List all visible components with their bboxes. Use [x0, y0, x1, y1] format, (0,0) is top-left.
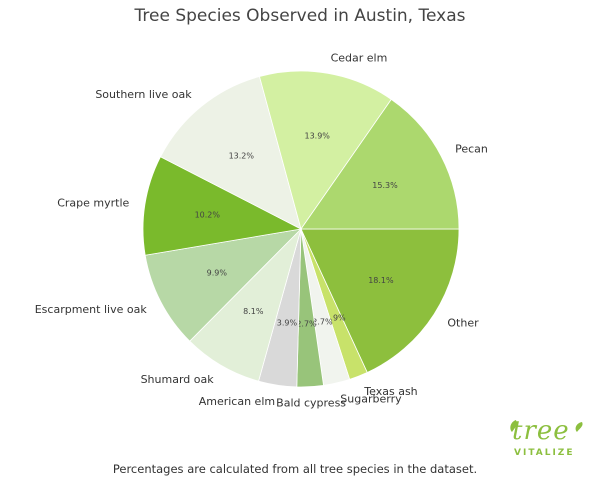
footnote: Percentages are calculated from all tree…: [112, 462, 478, 476]
pie-category-label: American elm: [199, 395, 275, 408]
pie-slice-escarpment-live-oak: [144, 228, 303, 342]
logo-subtitle: VITALIZE: [514, 448, 575, 458]
pie-pct-label: 8.1%: [243, 307, 264, 316]
pie-category-label: Crape myrtle: [57, 196, 129, 209]
pie-pct-label: 9.9%: [207, 269, 228, 278]
pie-pct-label: 18.1%: [368, 276, 394, 285]
pie-category-label: Other: [447, 317, 479, 330]
pie-category-label: Cedar elm: [331, 52, 388, 65]
pie-pct-label: 2.7%: [296, 320, 317, 329]
pie-pct-label: 1.9%: [325, 313, 346, 322]
pie-category-label: Southern live oak: [95, 88, 192, 101]
pie-pct-label: 10.2%: [195, 210, 221, 219]
pie-pct-label: 13.2%: [229, 151, 255, 160]
pie-pct-label: 13.9%: [304, 132, 330, 141]
pie-category-label: Pecan: [455, 143, 488, 156]
leaf-icon: [510, 420, 583, 432]
pie-category-label: Escarpment live oak: [35, 303, 148, 316]
pie-slice-crape-myrtle: [142, 156, 303, 256]
pie-slice-pecan: [300, 98, 460, 230]
pie-pct-label: 15.3%: [372, 181, 398, 190]
pie-category-label: Texas ash: [363, 385, 417, 398]
pie-pct-label: 2.7%: [312, 317, 333, 326]
pie-pct-label: 3.9%: [277, 319, 298, 328]
tree-vitalize-logo: tree VITALIZE: [502, 416, 592, 468]
pie-category-label: Sugarberry: [340, 392, 402, 405]
pie-slice-other: [300, 228, 460, 373]
pie-slice-cedar-elm: [259, 70, 392, 230]
chart-title: Tree Species Observed in Austin, Texas: [134, 6, 466, 26]
logo-word: tree: [512, 416, 570, 446]
pie-category-label: Shumard oak: [141, 373, 215, 386]
pie-category-label: Bald cypress: [276, 397, 346, 410]
pie-slice-southern-live-oak: [159, 76, 302, 230]
